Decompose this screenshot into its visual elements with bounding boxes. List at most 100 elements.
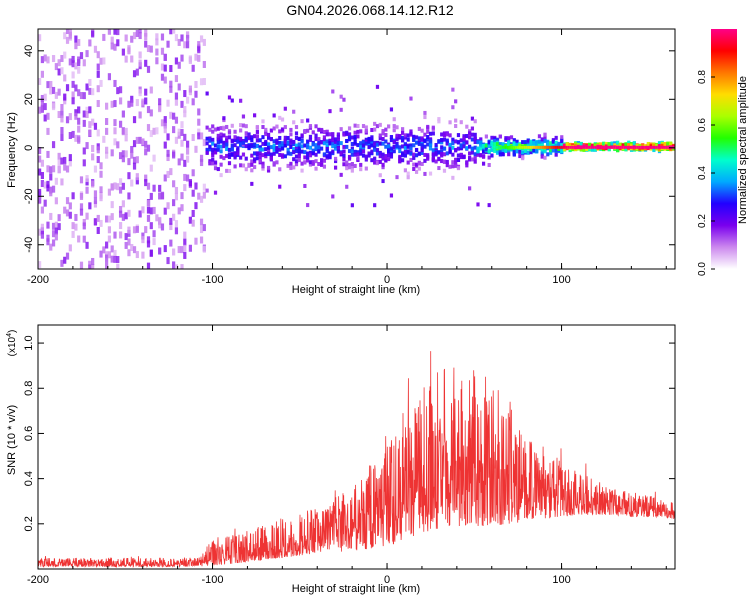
spectrogram-cell	[191, 98, 195, 106]
spectrogram-cell	[60, 103, 64, 111]
spectrogram-cell	[57, 88, 61, 96]
y-tick-label: 1.0	[23, 335, 35, 350]
spectrogram-cell	[40, 159, 44, 167]
spectrogram-cell	[227, 161, 232, 166]
spectrogram-cell	[456, 153, 461, 158]
spectrogram-cell	[160, 119, 165, 127]
spectrogram-cell	[523, 148, 528, 153]
spectrogram-cell	[183, 110, 187, 118]
spectrogram-cell	[398, 154, 402, 159]
spectrogram-cell	[663, 145, 666, 149]
spectrogram-cell	[96, 146, 100, 154]
spectrogram-cell	[160, 33, 165, 41]
spectrogram-cell	[294, 149, 299, 154]
spectrogram-cell	[166, 40, 170, 48]
spectrogram-cell	[202, 139, 206, 147]
spectrogram-cell	[532, 141, 536, 146]
spectrogram-cell	[113, 127, 117, 135]
spectrogram-cell	[414, 162, 419, 167]
spectrogram-cell	[208, 159, 212, 164]
spectrogram-cell	[353, 163, 357, 168]
spectrogram-cell	[333, 165, 338, 170]
spectrogram-cell	[409, 143, 413, 148]
spectrogram-cell	[65, 252, 70, 260]
spectrogram-cell	[297, 158, 301, 163]
spectrogram-cell	[227, 147, 232, 152]
spectrogram-cell	[300, 144, 304, 149]
spectrogram-cell	[646, 141, 650, 146]
spectrogram-cell	[40, 56, 44, 64]
spectrogram-cell	[85, 175, 89, 183]
spectrogram-cell	[91, 88, 95, 96]
spectrogram-cell	[356, 134, 360, 139]
spectrogram-cell	[389, 138, 394, 143]
spectrogram-cell	[197, 108, 201, 116]
spectrogram-cell	[275, 160, 279, 165]
spectrogram-cell	[442, 152, 447, 157]
spectrogram-cell	[306, 158, 310, 163]
spectrogram-cell	[308, 145, 313, 150]
spectrogram-cell	[593, 143, 597, 148]
spectrogram-cell	[571, 145, 574, 149]
spectrogram-cell	[202, 38, 206, 46]
spectrogram-cell	[500, 145, 503, 149]
spectrogram-cell	[414, 135, 419, 140]
spectrogram-cell	[105, 151, 109, 159]
spectrogram-cell	[266, 132, 271, 137]
spectrogram-cell	[110, 201, 114, 209]
spectrogram-cell	[594, 145, 597, 149]
spectrogram-cell	[568, 148, 572, 153]
spectrogram-cell	[174, 136, 179, 144]
spectrogram-cell	[118, 97, 123, 105]
spectrogram-cell	[510, 145, 513, 149]
spectrogram-cell	[412, 135, 416, 140]
spectrogram-cell	[135, 156, 139, 164]
spectrogram-cell	[325, 149, 329, 154]
spectrogram-cell	[623, 145, 626, 149]
spectrogram-cell	[292, 150, 296, 155]
spectrogram-cell	[60, 55, 64, 63]
spectrogram-cell	[347, 165, 352, 170]
spectrogram-cell	[339, 107, 343, 112]
spectrogram-cell	[54, 221, 58, 229]
spectrogram-cell	[345, 144, 349, 149]
spectrogram-cell	[428, 139, 433, 144]
spectrogram-cell	[657, 141, 662, 146]
spectrogram-cell	[454, 157, 458, 162]
spectrogram-cell	[423, 139, 427, 144]
spectrogram-cell	[565, 142, 569, 147]
spectrogram-cell	[205, 147, 209, 152]
spectrogram-cell	[409, 129, 413, 134]
spectrogram-cell	[359, 144, 363, 149]
spectrogram-cell	[180, 139, 184, 147]
spectrogram-cell	[99, 170, 103, 178]
spectrogram-cell	[336, 149, 340, 154]
spectrogram-cell	[468, 157, 472, 162]
spectrogram-cell	[381, 129, 385, 134]
spectrogram-cell	[183, 41, 187, 49]
spectrogram-cell	[493, 136, 497, 141]
spectrogram-cell	[208, 161, 212, 166]
spectrogram-cell	[51, 103, 56, 111]
spectrogram-cell	[216, 140, 220, 145]
spectrogram-cell	[174, 34, 179, 42]
spectrogram-cell	[529, 147, 533, 152]
spectrogram-cell	[38, 106, 42, 114]
spectrogram-cell	[459, 144, 463, 149]
spectrogram-cell	[350, 135, 354, 140]
spectrogram-cell	[448, 149, 452, 154]
spectrogram-cell	[381, 152, 385, 157]
spectrogram-cell	[518, 145, 521, 149]
spectrogram-cell	[85, 142, 89, 150]
spectrogram-cell	[437, 166, 441, 171]
spectrogram-cell	[598, 145, 601, 149]
spectrogram-cell	[306, 151, 310, 156]
spectrogram-cell	[311, 160, 315, 165]
spectrogram-cell	[283, 138, 287, 143]
spectrogram-cell	[657, 145, 660, 149]
spectrogram-cell	[537, 142, 542, 147]
spectrogram-cell	[96, 70, 100, 78]
spectrogram-cell	[177, 207, 181, 215]
spectrogram-cell	[71, 97, 75, 105]
spectrogram-cell	[124, 212, 128, 220]
